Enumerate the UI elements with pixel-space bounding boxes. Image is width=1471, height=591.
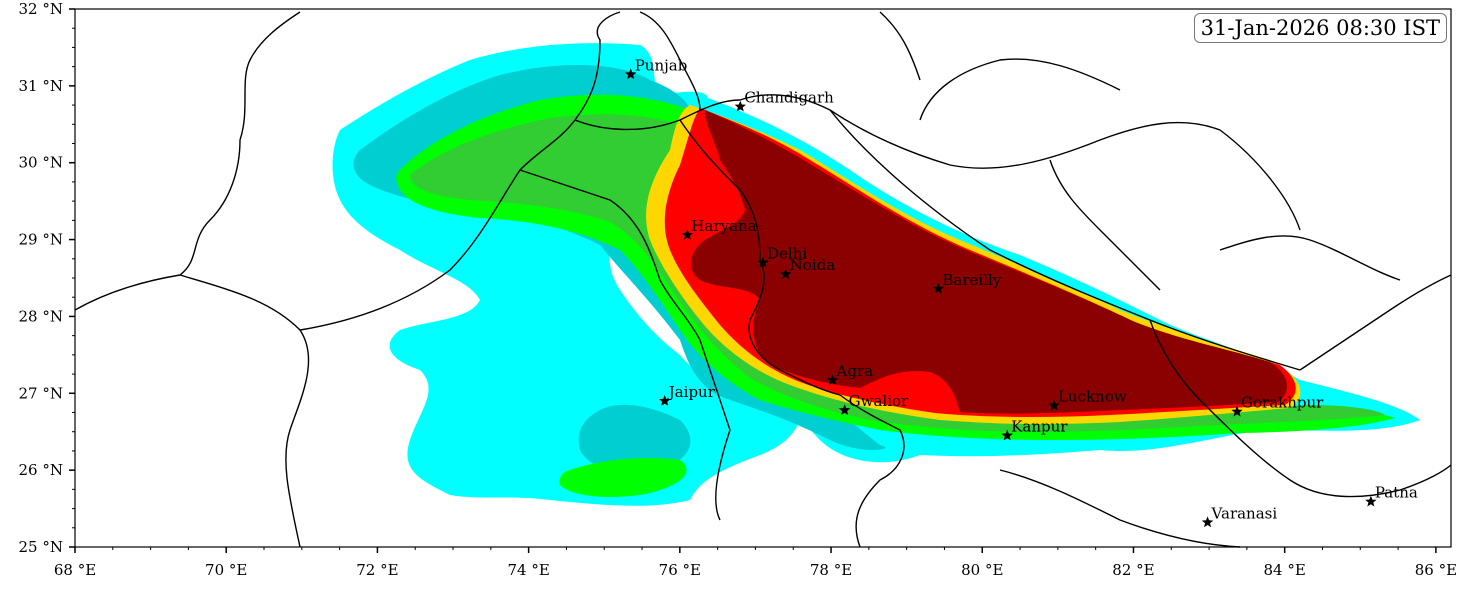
y-tick-label: 27 °N <box>19 384 63 402</box>
city-label-patna: Patna <box>1375 484 1418 502</box>
city-star-icon <box>932 282 945 294</box>
layer-level7 <box>690 110 1288 414</box>
city-star-icon <box>681 229 694 240</box>
city-star-icon <box>780 268 792 279</box>
x-tick-label: 82 °E <box>1112 561 1154 579</box>
admin-borders <box>74 11 1452 548</box>
city-star-icon <box>1201 516 1214 528</box>
layer-level3-south <box>559 458 687 497</box>
city-label-noida: Noida <box>790 256 836 274</box>
city-label-varanasi: Varanasi <box>1211 504 1278 522</box>
x-tick-label: 68 °E <box>54 561 96 579</box>
city-star-icon <box>838 404 851 415</box>
x-tick-label: 86 °E <box>1415 561 1457 579</box>
x-tick-label: 72 °E <box>356 561 398 579</box>
y-tick-label: 25 °N <box>19 538 63 556</box>
axis-ticks: 68 °E 70 °E 72 °E 74 °E 76 °E 78 °E 80 °E 82 °E… <box>19 0 1458 579</box>
city-star-icon <box>1001 429 1013 441</box>
timestamp-label: 31-Jan-2026 08:30 IST <box>1193 13 1447 43</box>
city-star-icon <box>757 256 769 268</box>
city-star-icon <box>826 374 839 386</box>
city-star-icon <box>1365 495 1377 507</box>
city-label-lucknow: Lucknow <box>1058 388 1127 406</box>
x-tick-label: 74 °E <box>507 561 549 579</box>
city-star-icon <box>1231 405 1243 417</box>
x-tick-label: 78 °E <box>810 561 852 579</box>
y-tick-label: 28 °N <box>19 307 63 325</box>
layer-level2-south <box>578 404 691 472</box>
city-label-kanpur: Kanpur <box>1011 418 1068 436</box>
y-tick-label: 32 °N <box>19 0 63 18</box>
y-tick-label: 26 °N <box>19 461 63 479</box>
city-label-haryana: Haryana <box>691 217 756 235</box>
y-tick-label: 30 °N <box>19 154 63 172</box>
y-tick-label: 29 °N <box>19 231 63 249</box>
y-tick-label: 31 °N <box>19 77 63 95</box>
city-label-gwalior: Gwalior <box>849 392 909 410</box>
city-label-punjab: Punjab <box>635 56 688 74</box>
city-star-icon <box>1048 399 1060 411</box>
city-label-gorakhpur: Gorakhpur <box>1241 394 1324 412</box>
x-tick-label: 76 °E <box>659 561 701 579</box>
city-star-icon <box>625 68 637 80</box>
city-label-jaipur: Jaipur <box>667 383 716 401</box>
city-label-chandigarh: Chandigarh <box>744 89 834 107</box>
city-label-delhi: Delhi <box>767 245 807 263</box>
city-label-bareilly: Bareilly <box>942 271 1001 289</box>
x-tick-label: 70 °E <box>205 561 247 579</box>
city-label-agra: Agra <box>836 362 874 380</box>
x-tick-label: 84 °E <box>1264 561 1306 579</box>
city-star-icon <box>659 395 671 406</box>
x-tick-label: 80 °E <box>961 561 1003 579</box>
city-star-icon <box>734 100 746 112</box>
